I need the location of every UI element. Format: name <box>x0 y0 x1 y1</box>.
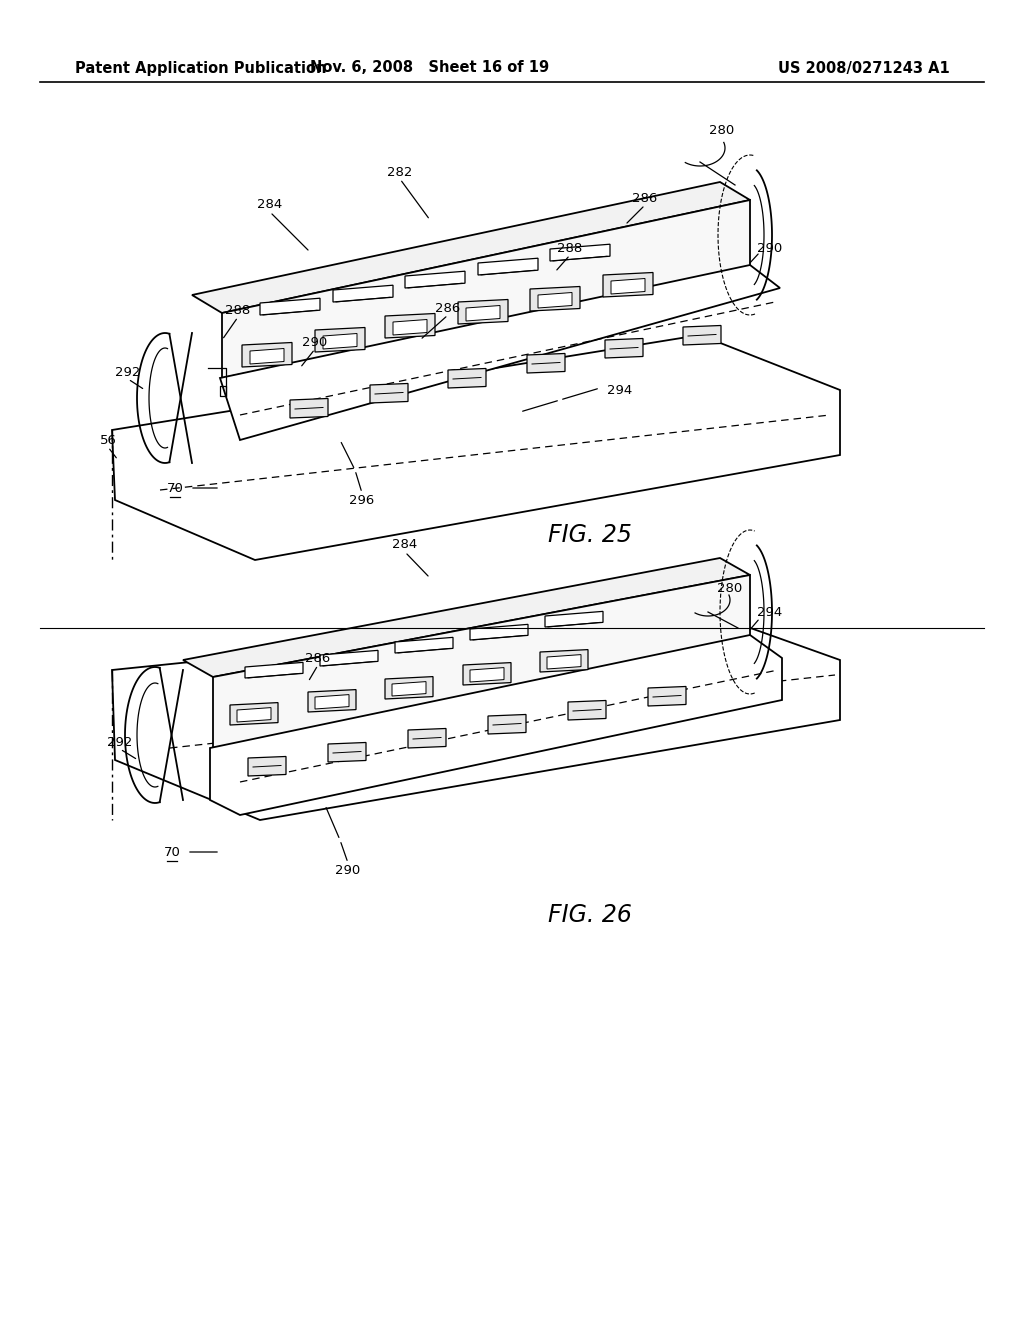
Polygon shape <box>183 558 750 677</box>
Text: 286: 286 <box>633 191 657 205</box>
Polygon shape <box>547 655 581 669</box>
Polygon shape <box>683 326 721 345</box>
Polygon shape <box>449 368 486 388</box>
Polygon shape <box>328 742 366 762</box>
Polygon shape <box>112 335 840 560</box>
Polygon shape <box>248 756 286 776</box>
Polygon shape <box>466 305 500 321</box>
Polygon shape <box>213 576 750 748</box>
Polygon shape <box>315 694 349 709</box>
Polygon shape <box>568 701 606 719</box>
Polygon shape <box>540 649 588 672</box>
Text: 280: 280 <box>718 582 742 594</box>
Polygon shape <box>395 638 453 653</box>
Polygon shape <box>458 300 508 323</box>
Text: 292: 292 <box>108 735 133 748</box>
Text: Nov. 6, 2008   Sheet 16 of 19: Nov. 6, 2008 Sheet 16 of 19 <box>310 61 550 75</box>
Polygon shape <box>603 272 653 297</box>
Polygon shape <box>392 681 426 696</box>
Polygon shape <box>463 663 511 685</box>
Text: FIG. 26: FIG. 26 <box>548 903 632 927</box>
Polygon shape <box>370 384 408 403</box>
Text: 294: 294 <box>758 606 782 619</box>
Polygon shape <box>406 271 465 288</box>
Text: 286: 286 <box>305 652 331 664</box>
Polygon shape <box>470 668 504 682</box>
Polygon shape <box>193 182 750 313</box>
Polygon shape <box>210 635 782 814</box>
Text: 290: 290 <box>758 242 782 255</box>
Text: 284: 284 <box>257 198 283 211</box>
Text: 286: 286 <box>435 301 461 314</box>
Polygon shape <box>605 338 643 358</box>
Polygon shape <box>315 327 365 352</box>
Polygon shape <box>323 334 357 348</box>
Polygon shape <box>408 729 446 748</box>
Polygon shape <box>550 244 610 261</box>
Polygon shape <box>245 663 303 678</box>
Polygon shape <box>230 702 278 725</box>
Text: 296: 296 <box>349 494 375 507</box>
Polygon shape <box>333 285 393 302</box>
Polygon shape <box>470 624 528 640</box>
Text: 288: 288 <box>557 242 583 255</box>
Polygon shape <box>250 348 284 364</box>
Text: 288: 288 <box>225 304 251 317</box>
Polygon shape <box>545 611 603 627</box>
Polygon shape <box>290 399 328 418</box>
Polygon shape <box>385 677 433 700</box>
Text: 282: 282 <box>387 165 413 178</box>
Polygon shape <box>242 342 292 367</box>
Polygon shape <box>648 686 686 706</box>
Polygon shape <box>538 293 572 308</box>
Polygon shape <box>260 298 319 315</box>
Text: 70: 70 <box>164 846 180 858</box>
Polygon shape <box>478 259 538 275</box>
Polygon shape <box>530 286 580 312</box>
Polygon shape <box>222 201 750 378</box>
Polygon shape <box>308 689 356 711</box>
Polygon shape <box>237 708 271 722</box>
Polygon shape <box>220 265 780 440</box>
Polygon shape <box>488 714 526 734</box>
Text: 56: 56 <box>99 433 117 446</box>
Text: 280: 280 <box>710 124 734 136</box>
Text: FIG. 25: FIG. 25 <box>548 523 632 546</box>
Polygon shape <box>393 319 427 335</box>
Text: Patent Application Publication: Patent Application Publication <box>75 61 327 75</box>
Text: 292: 292 <box>116 366 140 379</box>
Polygon shape <box>611 279 645 294</box>
Text: US 2008/0271243 A1: US 2008/0271243 A1 <box>778 61 950 75</box>
Text: 70: 70 <box>167 482 183 495</box>
Text: 290: 290 <box>336 863 360 876</box>
Polygon shape <box>319 651 378 667</box>
Polygon shape <box>527 354 565 374</box>
Polygon shape <box>385 314 435 338</box>
Polygon shape <box>112 610 840 820</box>
Text: 294: 294 <box>607 384 633 396</box>
Text: 284: 284 <box>392 539 418 552</box>
Text: 290: 290 <box>302 335 328 348</box>
